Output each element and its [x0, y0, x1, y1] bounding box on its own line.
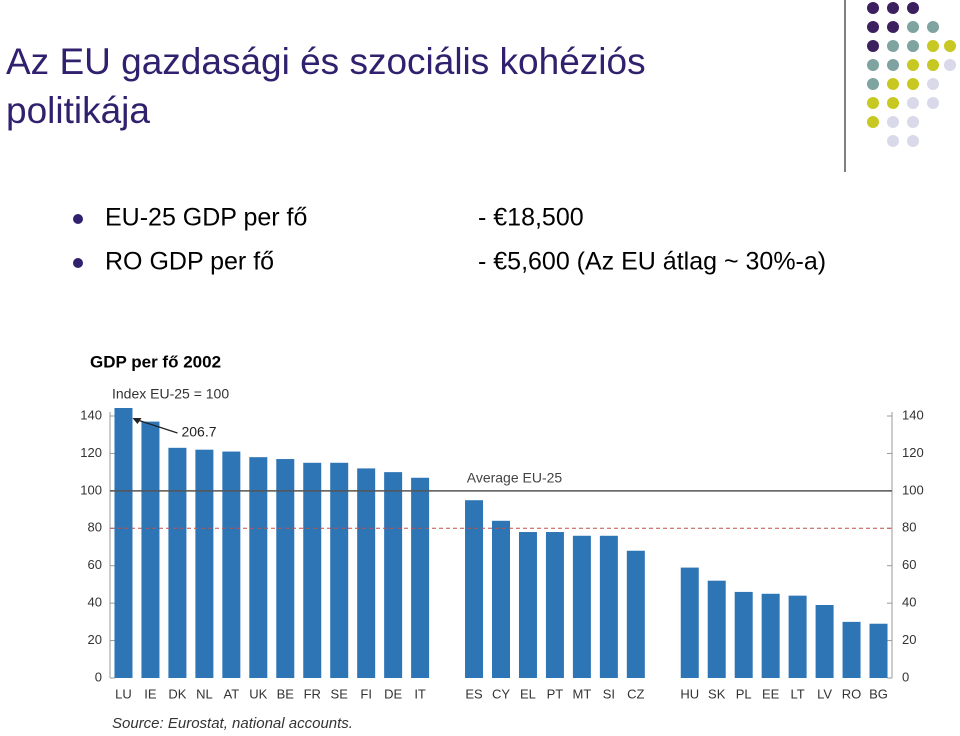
bar — [815, 605, 834, 678]
bullet-label: EU-25 GDP per fő — [105, 204, 307, 232]
x-tick-label: PT — [547, 686, 564, 701]
bar — [303, 462, 322, 678]
x-tick-label: HU — [680, 686, 699, 701]
bar — [492, 520, 510, 678]
x-tick-label: DK — [168, 686, 186, 701]
y-tick-label: 20 — [88, 632, 102, 647]
bullet-value: - €5,600 (Az EU átlag ~ 30%-a) — [478, 248, 826, 276]
x-tick-label: FR — [304, 686, 321, 701]
x-tick-label: EE — [762, 686, 780, 701]
x-tick-label: CZ — [627, 686, 644, 701]
corner-decoration — [844, 0, 956, 172]
y-tick-label: 120 — [80, 445, 102, 460]
x-tick-label: CY — [492, 686, 510, 701]
chart-source: Source: Eurostat, national accounts. — [112, 715, 353, 732]
chart-subtitle: Index EU-25 = 100 — [112, 386, 229, 402]
x-tick-label: FI — [360, 686, 372, 701]
bar — [626, 550, 645, 678]
y2-tick-label: 60 — [902, 557, 916, 572]
y2-tick-label: 20 — [902, 632, 916, 647]
x-tick-label: ES — [465, 686, 483, 701]
bar — [330, 462, 349, 678]
bullet-dot — [73, 214, 83, 224]
y-tick-label: 0 — [95, 669, 102, 684]
bar — [141, 421, 160, 678]
bar — [465, 500, 484, 678]
bar — [518, 532, 537, 678]
x-tick-label: LV — [817, 686, 832, 701]
bar — [680, 567, 699, 678]
x-tick-label: RO — [842, 686, 862, 701]
x-tick-label: EL — [520, 686, 536, 701]
x-tick-label: BG — [869, 686, 888, 701]
bar — [734, 591, 753, 678]
slide-title: Az EU gazdasági és szociális kohéziós — [6, 41, 646, 82]
y2-tick-label: 140 — [902, 407, 924, 422]
bar — [842, 621, 861, 678]
chart-title: GDP per fő 2002 — [90, 352, 221, 371]
plot-area — [114, 408, 888, 678]
x-tick-label: SE — [331, 686, 349, 701]
x-tick-label: SK — [708, 686, 726, 701]
bar — [545, 532, 564, 678]
bar — [572, 535, 591, 678]
bullet-label: RO GDP per fő — [105, 248, 274, 276]
bar — [114, 408, 133, 678]
x-tick-label: LT — [791, 686, 805, 701]
y2-tick-label: 100 — [902, 482, 924, 497]
x-tick-label: DE — [384, 686, 402, 701]
value-label: 206.7 — [181, 424, 216, 440]
bar — [411, 477, 430, 678]
annotation-arrowhead — [132, 418, 142, 424]
x-tick-label: SI — [603, 686, 615, 701]
bar — [222, 451, 241, 678]
x-tick-label: NL — [196, 686, 213, 701]
bar — [384, 472, 403, 678]
x-tick-label: UK — [249, 686, 267, 701]
x-tick-label: AT — [224, 686, 240, 701]
x-tick-label: PL — [736, 686, 752, 701]
x-tick-label: BE — [277, 686, 295, 701]
y2-tick-label: 80 — [902, 520, 916, 535]
y2-tick-label: 0 — [902, 669, 909, 684]
y2-tick-label: 120 — [902, 445, 924, 460]
x-tick-label: IT — [414, 686, 426, 701]
bullet-dot — [73, 258, 83, 268]
x-tick-label: MT — [573, 686, 592, 701]
y-tick-label: 60 — [88, 557, 102, 572]
bar — [788, 595, 807, 678]
bar — [249, 457, 268, 678]
y2-tick-label: 40 — [902, 595, 916, 610]
bar — [168, 447, 187, 678]
bar — [276, 459, 295, 678]
y-tick-label: 140 — [80, 407, 102, 422]
bar — [195, 449, 214, 678]
bullet-value: - €18,500 — [478, 204, 584, 232]
annotation-arrow — [134, 418, 178, 434]
y-tick-label: 100 — [80, 482, 102, 497]
bar — [357, 468, 376, 678]
reference-label: Average EU-25 — [467, 470, 563, 486]
bar — [869, 623, 888, 678]
y-tick-label: 80 — [88, 520, 102, 535]
slide-title: politikája — [6, 90, 150, 131]
bar — [599, 535, 618, 678]
bar — [707, 580, 726, 678]
y-tick-label: 40 — [88, 595, 102, 610]
x-tick-label: IE — [144, 686, 157, 701]
x-tick-label: LU — [115, 686, 132, 701]
bar — [761, 593, 780, 678]
